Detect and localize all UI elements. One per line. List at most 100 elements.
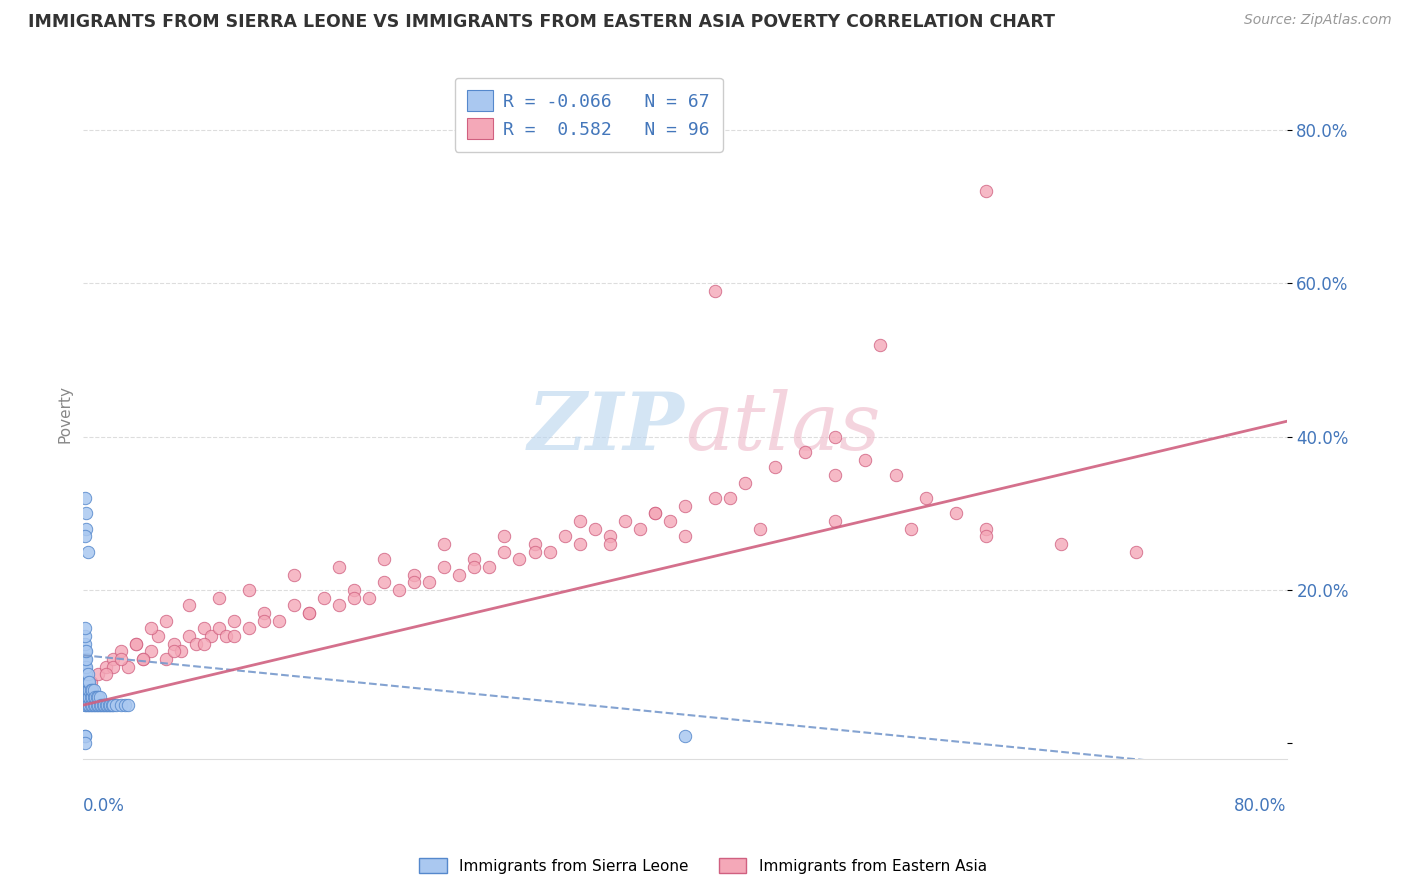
Point [79,675,101,690]
Point [404,567,426,582]
Point [73,690,96,705]
Point [253,606,276,620]
Point [658,514,681,528]
Point [82,682,104,697]
Point [253,614,276,628]
Point [125,637,148,651]
Point [628,522,651,536]
Point [900,522,922,536]
Point [76,545,98,559]
Text: 80.0%: 80.0% [1234,797,1286,814]
Point [73,629,96,643]
Point [84,690,107,705]
Point [162,644,184,658]
Point [110,644,132,658]
Point [110,652,132,666]
Point [75,659,97,673]
Point [82,690,104,705]
Point [974,529,997,543]
Point [184,637,207,651]
Point [463,552,485,566]
Point [105,698,128,712]
Point [83,682,105,697]
Point [298,606,321,620]
Point [83,690,105,705]
Point [94,667,117,681]
Point [73,729,96,743]
Point [82,698,104,712]
Point [155,614,177,628]
Point [76,675,98,690]
Point [328,599,350,613]
Point [89,690,111,705]
Point [298,606,321,620]
Point [222,614,245,628]
Point [824,514,846,528]
Point [373,575,395,590]
Point [80,698,103,712]
Point [508,552,530,566]
Point [704,284,727,298]
Point [1125,545,1147,559]
Point [433,537,456,551]
Point [523,545,546,559]
Point [97,698,120,712]
Point [523,537,546,551]
Point [388,582,411,597]
Point [103,652,125,666]
Point [763,460,786,475]
Point [418,575,440,590]
Point [193,637,215,651]
Point [222,629,245,643]
Point [343,591,366,605]
Point [90,698,112,712]
Point [869,337,891,351]
Point [103,659,125,673]
Y-axis label: Poverty: Poverty [58,384,72,442]
Point [75,522,97,536]
Point [749,522,772,536]
Text: atlas: atlas [685,389,880,467]
Point [86,690,108,705]
Point [73,491,96,505]
Point [73,682,96,697]
Point [80,675,103,690]
Point [73,621,96,635]
Point [373,552,395,566]
Point [84,698,107,712]
Point [117,698,139,712]
Point [76,667,98,681]
Point [139,621,162,635]
Point [87,690,110,705]
Point [94,698,117,712]
Point [208,591,231,605]
Point [73,736,96,750]
Point [824,430,846,444]
Point [267,614,290,628]
Point [73,659,96,673]
Point [974,522,997,536]
Point [76,682,98,697]
Point [91,698,114,712]
Point [824,468,846,483]
Point [93,698,115,712]
Point [162,637,184,651]
Point [75,652,97,666]
Point [449,567,471,582]
Point [73,529,96,543]
Point [148,629,170,643]
Point [599,529,621,543]
Point [283,567,305,582]
Point [208,621,231,635]
Point [177,629,200,643]
Point [75,682,97,697]
Point [193,621,215,635]
Point [132,652,155,666]
Point [568,514,591,528]
Point [73,675,96,690]
Point [494,545,516,559]
Point [644,507,666,521]
Point [117,659,139,673]
Point [110,698,132,712]
Point [974,184,997,198]
